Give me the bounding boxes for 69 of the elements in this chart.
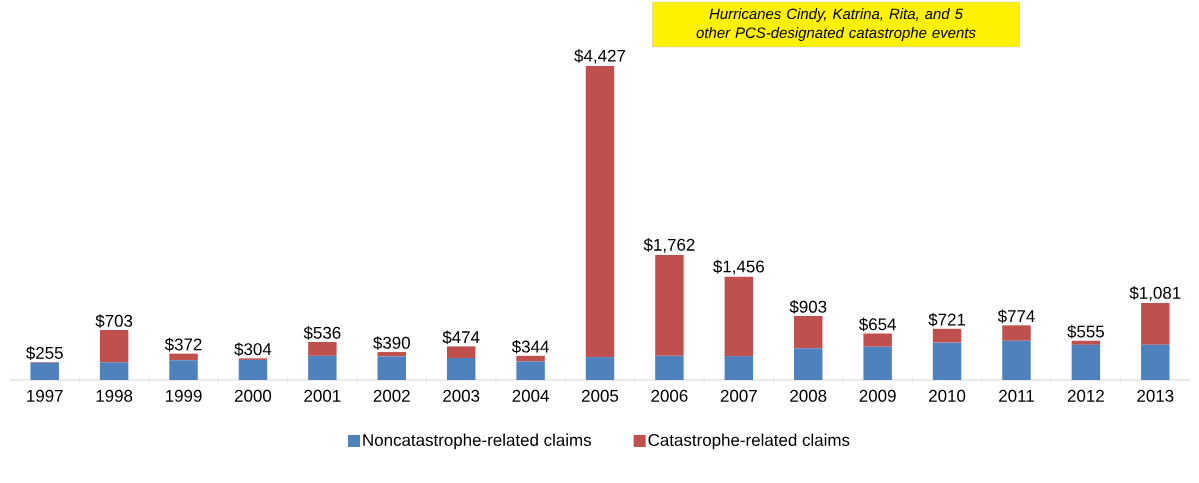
legend-label: Catastrophe-related claims [648, 433, 850, 450]
x-tick-label: 2011 [999, 389, 1034, 402]
annotation: $1,456 [713, 259, 764, 275]
annotation: $390 [373, 336, 410, 350]
bar [655, 255, 684, 356]
bar [794, 348, 823, 380]
bar [308, 355, 337, 380]
x-tick-label: 2013 [1137, 389, 1174, 402]
annotation: $372 [164, 337, 202, 352]
bar [724, 356, 754, 380]
bar [1002, 325, 1031, 341]
bar [724, 276, 754, 357]
x-tick-label: 2002 [373, 389, 410, 402]
annotation: $344 [511, 339, 549, 354]
bar [516, 361, 545, 380]
bar [377, 356, 406, 380]
annotation: $255 [26, 346, 63, 360]
annotation: $774 [997, 309, 1035, 324]
bar [585, 65, 615, 358]
bar [932, 342, 962, 380]
bar [1071, 340, 1101, 345]
bar [446, 358, 476, 380]
bar [169, 360, 198, 380]
x-tick-label: 2001 [304, 389, 341, 402]
annotation: $721 [928, 312, 966, 327]
x-tick-label: 1999 [165, 389, 202, 402]
bar [1071, 344, 1101, 380]
bar [516, 355, 545, 362]
bar [863, 346, 892, 380]
x-tick-label: 2007 [720, 389, 757, 402]
x-tick-label: 2003 [443, 389, 480, 402]
bar [863, 333, 892, 347]
annotation: $555 [1067, 324, 1104, 339]
bar [585, 357, 615, 380]
bar [932, 328, 962, 343]
annotation: $536 [303, 326, 341, 340]
legend-label: Noncatastrophe-related claims [363, 433, 591, 450]
bar [1141, 303, 1170, 345]
bar [238, 359, 268, 380]
bar [377, 352, 406, 357]
annotation: $703 [95, 314, 133, 328]
bar [1141, 344, 1170, 380]
x-tick-label: 2010 [929, 389, 966, 402]
bar [1002, 340, 1031, 380]
annotation: $4,427 [574, 49, 626, 64]
bar [308, 342, 337, 356]
bar [99, 362, 129, 380]
bar [30, 362, 59, 380]
annotation: $903 [789, 300, 827, 314]
x-tick-label: 2012 [1067, 389, 1104, 402]
x-tick-label: 2005 [582, 389, 619, 402]
bar [446, 346, 476, 359]
x-tick-label: 2008 [790, 389, 827, 402]
bar [794, 315, 823, 349]
annotation: $1,081 [1129, 286, 1181, 301]
x-tick-label: 2006 [651, 389, 688, 402]
text: Hurricanes Cindy, Katrina, Rita, and 5 other PCS-designated catastrophe events [696, 8, 976, 41]
x-tick-label: 2004 [512, 389, 549, 402]
bar [169, 353, 198, 361]
bar [99, 330, 129, 363]
bar [655, 355, 684, 380]
annotation: $654 [859, 317, 896, 332]
x-tick-label: 1998 [96, 389, 133, 402]
annotation: $304 [234, 342, 272, 357]
annotation: $1,762 [643, 238, 695, 253]
x-tick-label: 2009 [859, 389, 896, 402]
x-tick-label: 2000 [234, 389, 272, 402]
x-tick-label: 1997 [27, 389, 63, 402]
annotation: $474 [442, 330, 480, 345]
